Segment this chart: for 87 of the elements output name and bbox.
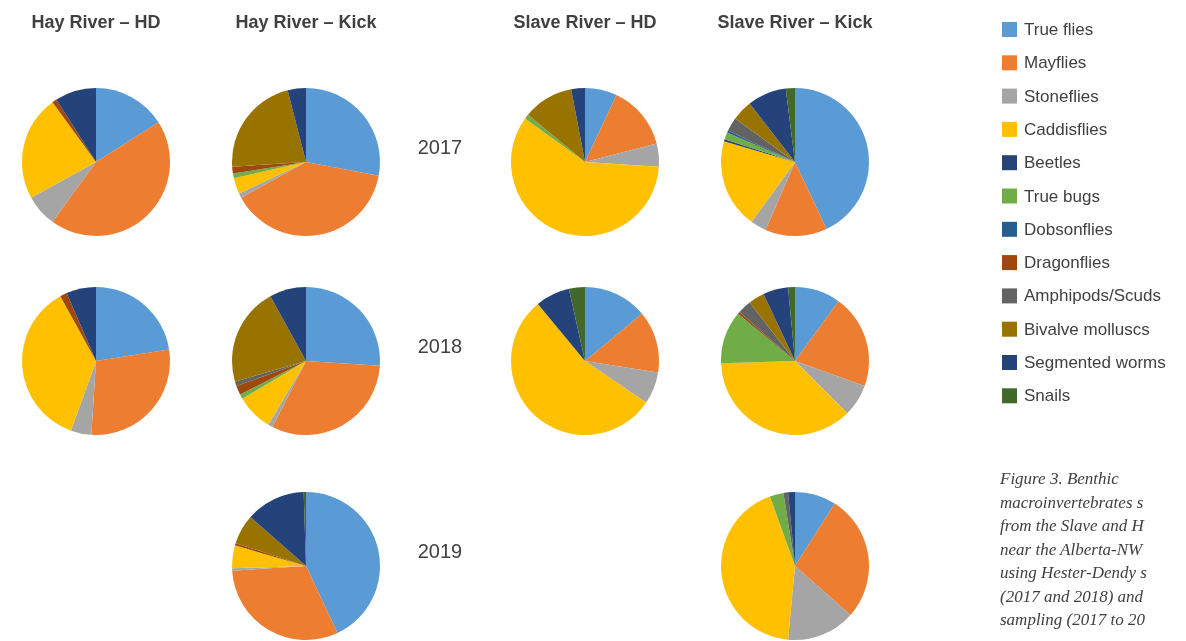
pie-slice [306, 88, 380, 176]
legend-label: Dobsonflies [1024, 219, 1113, 239]
chart-title: Hay River – HD [31, 12, 161, 32]
pie-slice [739, 302, 795, 361]
text: 2019 [417, 540, 463, 562]
legend-label: Snails [1024, 386, 1071, 406]
pie-slice [232, 162, 306, 174]
pie-slice [22, 102, 96, 198]
pie-slice [232, 90, 306, 167]
pie-slice [795, 361, 865, 414]
pie-slice [232, 566, 338, 640]
pie-slice [749, 88, 795, 162]
pie-slice [795, 88, 869, 229]
text: using Hester-Dendy s [1000, 563, 1148, 582]
legend-label: Caddisflies [1024, 119, 1108, 139]
pie-slice [272, 361, 380, 435]
legend-label: Beetles [1024, 153, 1081, 173]
text: macroinvertebrates s [1000, 492, 1144, 512]
text: near the Alberta-NW [1000, 539, 1145, 559]
pie-slice [585, 361, 659, 403]
pie-slice [568, 287, 585, 361]
pie-slice [234, 361, 306, 387]
text: 2017 [417, 136, 463, 158]
pie-slice [585, 95, 657, 162]
pie-slice [585, 313, 659, 373]
pie-slice [22, 296, 96, 431]
chart-title: Slave River – HD [513, 12, 657, 32]
chart-title: Slave River – Kick [717, 12, 874, 32]
legend-label: Stoneflies [1024, 86, 1099, 106]
pie-slice [232, 296, 306, 382]
pie-slice [242, 361, 306, 425]
pie-slice [763, 287, 795, 361]
pie-slice [795, 287, 839, 361]
pie-slice [585, 88, 617, 162]
pie-slice [571, 88, 585, 162]
pie-slice [749, 294, 795, 361]
pie-slice [751, 162, 795, 230]
pie-slice [795, 301, 869, 387]
legend-label: Amphipods/Scuds [1024, 286, 1162, 306]
pie-slice [232, 162, 306, 179]
legend-label: Dragonflies [1024, 253, 1110, 273]
pie-slice [721, 141, 795, 222]
text: 2018 [417, 335, 463, 357]
chart-title: Hay River – Kick [235, 12, 378, 32]
pie-slice [52, 99, 96, 162]
text: (2017 and 2018) and [1000, 586, 1144, 606]
pie-slice [537, 288, 585, 361]
pie-slice [52, 122, 170, 236]
pie-slice [241, 162, 379, 236]
pie-slice [70, 361, 96, 435]
caption: Figure 3. Benthic [999, 469, 1120, 488]
pie-slice [96, 88, 159, 162]
pie-slice [270, 287, 306, 361]
pie-slice [721, 496, 795, 640]
pie-slice [721, 313, 795, 364]
pie-slice [287, 88, 306, 162]
pie-slice [795, 503, 869, 615]
pie-slice [56, 88, 96, 162]
pie-slice [91, 349, 170, 435]
pie-slice [783, 492, 795, 566]
pie-slice [765, 162, 827, 236]
pie-slice [735, 103, 795, 162]
pie-slice [250, 492, 306, 566]
pie-slice [235, 517, 306, 566]
pie-slice [585, 287, 643, 361]
pie-slice [306, 287, 380, 366]
legend-label: True flies [1024, 20, 1094, 39]
pie-slice [96, 287, 170, 361]
pie-slice [769, 492, 795, 566]
pie-slice [306, 492, 380, 633]
legend-label: Mayflies [1024, 53, 1087, 73]
pie-slice [31, 162, 96, 222]
pie-slice [728, 118, 795, 162]
pie-slice [788, 566, 851, 640]
pie-slice [795, 492, 835, 566]
legend-label: Segmented worms [1024, 353, 1166, 372]
pie-slice [511, 118, 659, 236]
legend-label: Bivalve molluscs [1024, 319, 1150, 339]
pie-slice [233, 162, 306, 194]
legend-label: True bugs [1024, 186, 1100, 206]
pie-slice [511, 303, 647, 435]
pie-slice [585, 143, 659, 167]
text: sampling (2017 to 20 [1000, 610, 1146, 629]
pie-slice [66, 287, 96, 361]
pie-slice [527, 89, 585, 162]
pie-slice [721, 361, 848, 435]
text: from the Slave and H [1000, 516, 1146, 535]
